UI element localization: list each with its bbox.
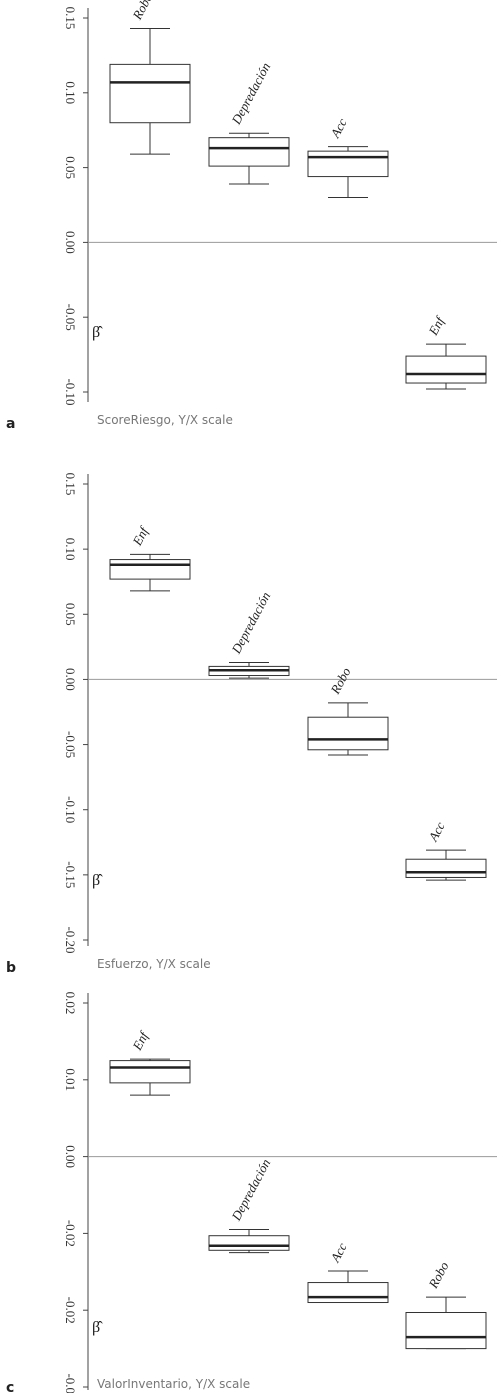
y-axis-label: β̂ bbox=[92, 1319, 103, 1336]
y-tick-label: 0.15 bbox=[63, 473, 78, 496]
y-axis-label: β̂ bbox=[92, 872, 103, 889]
category-label: Enf bbox=[129, 523, 152, 549]
box bbox=[307, 716, 389, 751]
panel-title: ScoreRiesgo, Y/X scale bbox=[97, 413, 233, 427]
category-label: Acc bbox=[425, 819, 448, 844]
y-tick-label: -0.02 bbox=[63, 1297, 78, 1324]
y-tick-label: 0.10 bbox=[63, 81, 78, 104]
y-tick-label: 0.00 bbox=[63, 668, 78, 691]
y-tick-label: 0.15 bbox=[63, 7, 78, 30]
category-label: Robo bbox=[129, 0, 156, 23]
box bbox=[109, 63, 191, 124]
box bbox=[307, 1282, 389, 1304]
category-label: Enf bbox=[129, 1027, 152, 1053]
box bbox=[109, 559, 191, 580]
y-tick-label: 0.05 bbox=[63, 603, 78, 626]
category-label: Acc bbox=[327, 116, 350, 141]
panel-letter: b bbox=[6, 960, 16, 976]
category-label: Acc bbox=[327, 1240, 350, 1265]
box bbox=[405, 1312, 487, 1350]
category-label: Enf bbox=[425, 312, 448, 338]
category-label: Robo bbox=[327, 665, 354, 698]
panel-title: ValorInventario, Y/X scale bbox=[97, 1377, 250, 1391]
category-label: Robo bbox=[425, 1259, 452, 1292]
y-tick-label: -0.20 bbox=[63, 926, 78, 953]
y-tick-label: -0.03 bbox=[63, 1373, 78, 1393]
y-tick-label: -0.05 bbox=[63, 304, 78, 331]
y-tick-label: 0.00 bbox=[63, 1145, 78, 1168]
category-label: Depredación bbox=[228, 60, 273, 127]
panel-title: Esfuerzo, Y/X scale bbox=[97, 957, 211, 971]
box bbox=[405, 858, 487, 878]
y-tick-label: -0.15 bbox=[63, 861, 78, 888]
y-tick-label: 0.10 bbox=[63, 538, 78, 561]
y-tick-label: -0.10 bbox=[63, 796, 78, 823]
y-tick-label: 0.00 bbox=[63, 231, 78, 254]
category-label: Depredación bbox=[228, 589, 273, 656]
y-axis-label: β̂ bbox=[92, 324, 103, 341]
panel-letter: a bbox=[6, 416, 15, 432]
panel-letter: c bbox=[6, 1380, 14, 1393]
box bbox=[109, 1060, 191, 1084]
y-tick-label: -0.10 bbox=[63, 378, 78, 405]
y-tick-label: 0.05 bbox=[63, 156, 78, 179]
y-tick-label: -0.05 bbox=[63, 731, 78, 758]
y-tick-label: -0.02 bbox=[63, 1220, 78, 1247]
box bbox=[208, 1235, 290, 1251]
box bbox=[405, 355, 487, 384]
box bbox=[307, 150, 389, 178]
box bbox=[208, 137, 290, 167]
category-label: Depredación bbox=[228, 1156, 273, 1223]
y-tick-label: 0.01 bbox=[63, 1068, 78, 1091]
y-tick-label: 0.02 bbox=[63, 992, 78, 1015]
